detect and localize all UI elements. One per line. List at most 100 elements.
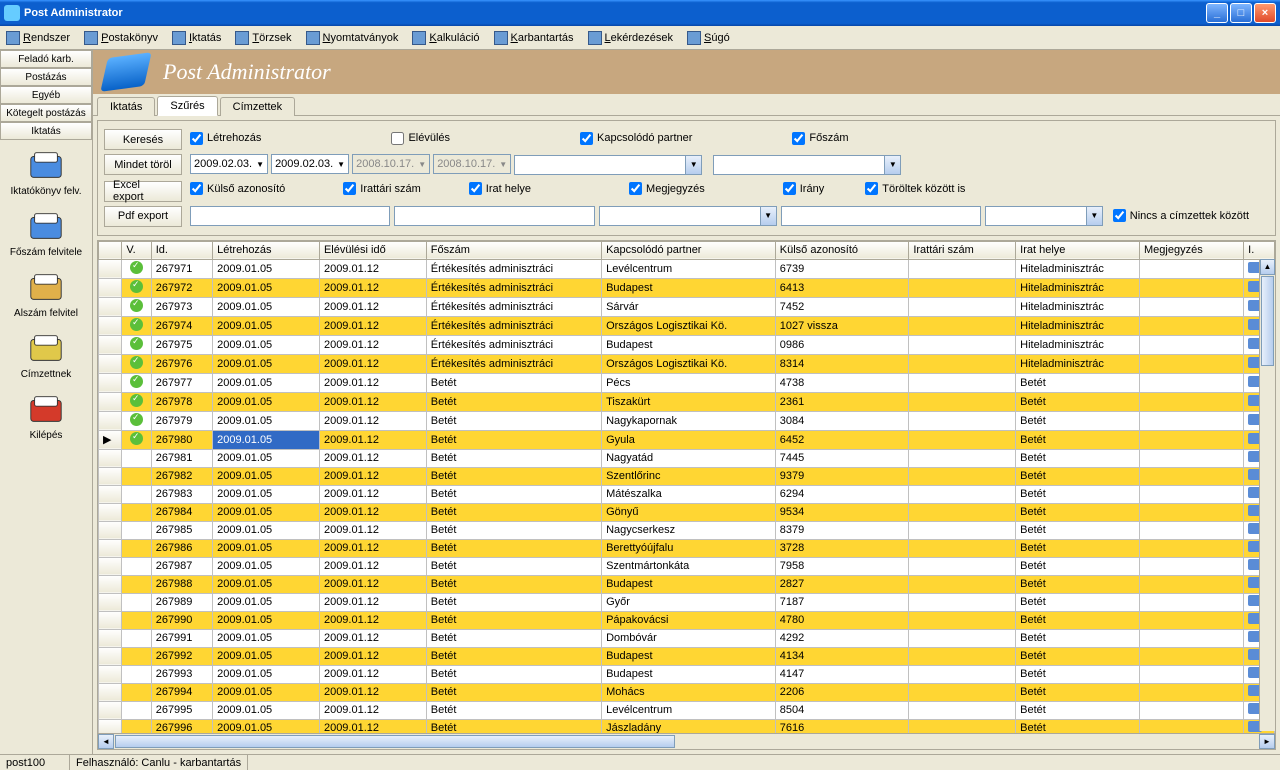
check-elévülés[interactable]: Elévülés bbox=[391, 132, 450, 145]
menu-súgó[interactable]: Súgó bbox=[687, 31, 730, 45]
table-row[interactable]: 2679732009.01.052009.01.12Értékesítés ad… bbox=[99, 297, 1275, 316]
close-button[interactable]: × bbox=[1254, 3, 1276, 23]
pdf-export-button[interactable]: Pdf export bbox=[104, 206, 182, 227]
col-header[interactable]: Főszám bbox=[426, 241, 601, 259]
table-row[interactable]: 2679722009.01.052009.01.12Értékesítés ad… bbox=[99, 278, 1275, 297]
check-icon bbox=[130, 280, 143, 293]
leftbtn-iktatás[interactable]: Iktatás bbox=[0, 122, 92, 140]
maximize-button[interactable]: □ bbox=[1230, 3, 1252, 23]
table-row[interactable]: 2679942009.01.052009.01.12BetétMohács220… bbox=[99, 683, 1275, 701]
bigbtn-főszám-felvitele[interactable]: Főszám felvitele bbox=[0, 201, 92, 262]
tab-címzettek[interactable]: Címzettek bbox=[220, 97, 296, 116]
check-icon bbox=[130, 394, 143, 407]
table-row[interactable]: 2679902009.01.052009.01.12BetétPápakovác… bbox=[99, 611, 1275, 629]
date-from-2: 2008.10.17.▼ bbox=[352, 154, 430, 174]
leftbtn-egyéb[interactable]: Egyéb bbox=[0, 86, 92, 104]
table-row[interactable]: 2679772009.01.052009.01.12BetétPécs4738B… bbox=[99, 373, 1275, 392]
irattari-szam-input[interactable] bbox=[394, 206, 594, 226]
irany-combo[interactable]: ▼ bbox=[985, 206, 1103, 226]
menu-lekérdezések[interactable]: Lekérdezések bbox=[588, 31, 674, 45]
menu-icon bbox=[494, 31, 508, 45]
table-row[interactable]: 2679792009.01.052009.01.12BetétNagykapor… bbox=[99, 411, 1275, 430]
bigbtn-iktatókönyv-felv.[interactable]: Iktatókönyv felv. bbox=[0, 140, 92, 201]
col-header[interactable]: Megjegyzés bbox=[1140, 241, 1244, 259]
menu-postakönyv[interactable]: Postakönyv bbox=[84, 31, 158, 45]
bigbtn-icon bbox=[27, 150, 65, 182]
kulso-azonosito-input[interactable] bbox=[190, 206, 390, 226]
status-hostname: post100 bbox=[0, 755, 70, 770]
table-row[interactable]: 2679862009.01.052009.01.12BetétBerettyóú… bbox=[99, 539, 1275, 557]
menu-törzsek[interactable]: Törzsek bbox=[235, 31, 291, 45]
check-nincs-cimzettek[interactable]: Nincs a címzettek között bbox=[1113, 209, 1249, 222]
check-irattári-szám[interactable]: Irattári szám bbox=[343, 182, 421, 195]
menu-rendszer[interactable]: Rendszer bbox=[6, 31, 70, 45]
menu-kalkuláció[interactable]: Kalkuláció bbox=[412, 31, 479, 45]
check-icon bbox=[130, 261, 143, 274]
table-row[interactable]: 2679962009.01.052009.01.12BetétJászladán… bbox=[99, 719, 1275, 733]
megjegyzes-input[interactable] bbox=[781, 206, 981, 226]
col-header[interactable]: Létrehozás bbox=[213, 241, 320, 259]
minimize-button[interactable]: _ bbox=[1206, 3, 1228, 23]
col-header[interactable]: Irattári szám bbox=[909, 241, 1016, 259]
col-header[interactable]: Külső azonosító bbox=[775, 241, 909, 259]
check-irány[interactable]: Irány bbox=[783, 182, 824, 195]
col-header[interactable]: Elévülési idő bbox=[319, 241, 426, 259]
leftbtn-feladó-karb.[interactable]: Feladó karb. bbox=[0, 50, 92, 68]
table-row[interactable]: 2679952009.01.052009.01.12BetétLevélcent… bbox=[99, 701, 1275, 719]
table-row[interactable]: 2679812009.01.052009.01.12BetétNagyatád7… bbox=[99, 449, 1275, 467]
table-row[interactable]: 2679752009.01.052009.01.12Értékesítés ad… bbox=[99, 335, 1275, 354]
menu-nyomtatványok[interactable]: Nyomtatványok bbox=[306, 31, 399, 45]
partner-combo[interactable]: ▼ bbox=[514, 155, 702, 175]
col-header[interactable] bbox=[99, 241, 122, 259]
menu-iktatás[interactable]: Iktatás bbox=[172, 31, 221, 45]
table-row[interactable]: 2679742009.01.052009.01.12Értékesítés ad… bbox=[99, 316, 1275, 335]
col-header[interactable]: Kapcsolódó partner bbox=[602, 241, 776, 259]
col-header[interactable]: Id. bbox=[151, 241, 212, 259]
table-row[interactable]: 2679882009.01.052009.01.12BetétBudapest2… bbox=[99, 575, 1275, 593]
check-toroltek[interactable]: Töröltek között is bbox=[865, 182, 965, 195]
vertical-scrollbar[interactable]: ▲ bbox=[1259, 259, 1275, 732]
table-row[interactable]: 2679842009.01.052009.01.12BetétGönyű9534… bbox=[99, 503, 1275, 521]
col-header[interactable]: V. bbox=[122, 241, 151, 259]
leftbtn-kötegelt-postázás[interactable]: Kötegelt postázás bbox=[0, 104, 92, 122]
bigbtn-kilépés[interactable]: Kilépés bbox=[0, 384, 92, 445]
table-row[interactable]: 2679852009.01.052009.01.12BetétNagycserk… bbox=[99, 521, 1275, 539]
menu-icon bbox=[588, 31, 602, 45]
date-to-1[interactable]: 2009.02.03.▼ bbox=[271, 154, 349, 174]
check-megjegyzés[interactable]: Megjegyzés bbox=[629, 182, 705, 195]
bigbtn-címzettnek[interactable]: Címzettnek bbox=[0, 323, 92, 384]
date-from-1[interactable]: 2009.02.03.▼ bbox=[190, 154, 268, 174]
foszam-combo[interactable]: ▼ bbox=[713, 155, 901, 175]
table-row[interactable]: 2679932009.01.052009.01.12BetétBudapest4… bbox=[99, 665, 1275, 683]
table-row[interactable]: 2679832009.01.052009.01.12BetétMátészalk… bbox=[99, 485, 1275, 503]
check-irat-helye[interactable]: Irat helye bbox=[469, 182, 531, 195]
irat-helye-combo[interactable]: ▼ bbox=[599, 206, 777, 226]
table-row[interactable]: 2679762009.01.052009.01.12Értékesítés ad… bbox=[99, 354, 1275, 373]
tab-iktatás[interactable]: Iktatás bbox=[97, 97, 155, 116]
search-button[interactable]: Keresés bbox=[104, 129, 182, 150]
menubar: Rendszer Postakönyv Iktatás Törzsek Nyomtatv… bbox=[0, 26, 1280, 50]
clear-all-button[interactable]: Mindet töröl bbox=[104, 154, 182, 175]
check-külső-azonosító[interactable]: Külső azonosító bbox=[190, 182, 285, 195]
bigbtn-alszám-felvitel[interactable]: Alszám felvitel bbox=[0, 262, 92, 323]
table-row[interactable]: 2679892009.01.052009.01.12BetétGyőr7187B… bbox=[99, 593, 1275, 611]
check-kapcsolódó-partner[interactable]: Kapcsolódó partner bbox=[580, 132, 692, 145]
check-főszám[interactable]: Főszám bbox=[792, 132, 848, 145]
table-row[interactable]: 2679922009.01.052009.01.12BetétBudapest4… bbox=[99, 647, 1275, 665]
table-row[interactable]: 2679782009.01.052009.01.12BetétTiszakürt… bbox=[99, 392, 1275, 411]
table-row[interactable]: 2679912009.01.052009.01.12BetétDombóvár4… bbox=[99, 629, 1275, 647]
table-row[interactable]: 2679822009.01.052009.01.12BetétSzentlőri… bbox=[99, 467, 1275, 485]
excel-export-button[interactable]: Excel export bbox=[104, 181, 182, 202]
table-row[interactable]: 2679712009.01.052009.01.12Értékesítés ad… bbox=[99, 259, 1275, 278]
col-header[interactable]: Irat helye bbox=[1016, 241, 1140, 259]
date-to-2: 2008.10.17.▼ bbox=[433, 154, 511, 174]
leftbtn-postázás[interactable]: Postázás bbox=[0, 68, 92, 86]
table-row[interactable]: 2679872009.01.052009.01.12BetétSzentmárt… bbox=[99, 557, 1275, 575]
menu-icon bbox=[84, 31, 98, 45]
table-row[interactable]: ▶2679802009.01.052009.01.12BetétGyula645… bbox=[99, 430, 1275, 449]
col-header[interactable]: I. bbox=[1244, 241, 1275, 259]
check-létrehozás[interactable]: Létrehozás bbox=[190, 132, 261, 145]
menu-karbantartás[interactable]: Karbantartás bbox=[494, 31, 574, 45]
horizontal-scrollbar[interactable]: ◄ ► bbox=[98, 733, 1275, 749]
tab-szűrés[interactable]: Szűrés bbox=[157, 96, 217, 116]
